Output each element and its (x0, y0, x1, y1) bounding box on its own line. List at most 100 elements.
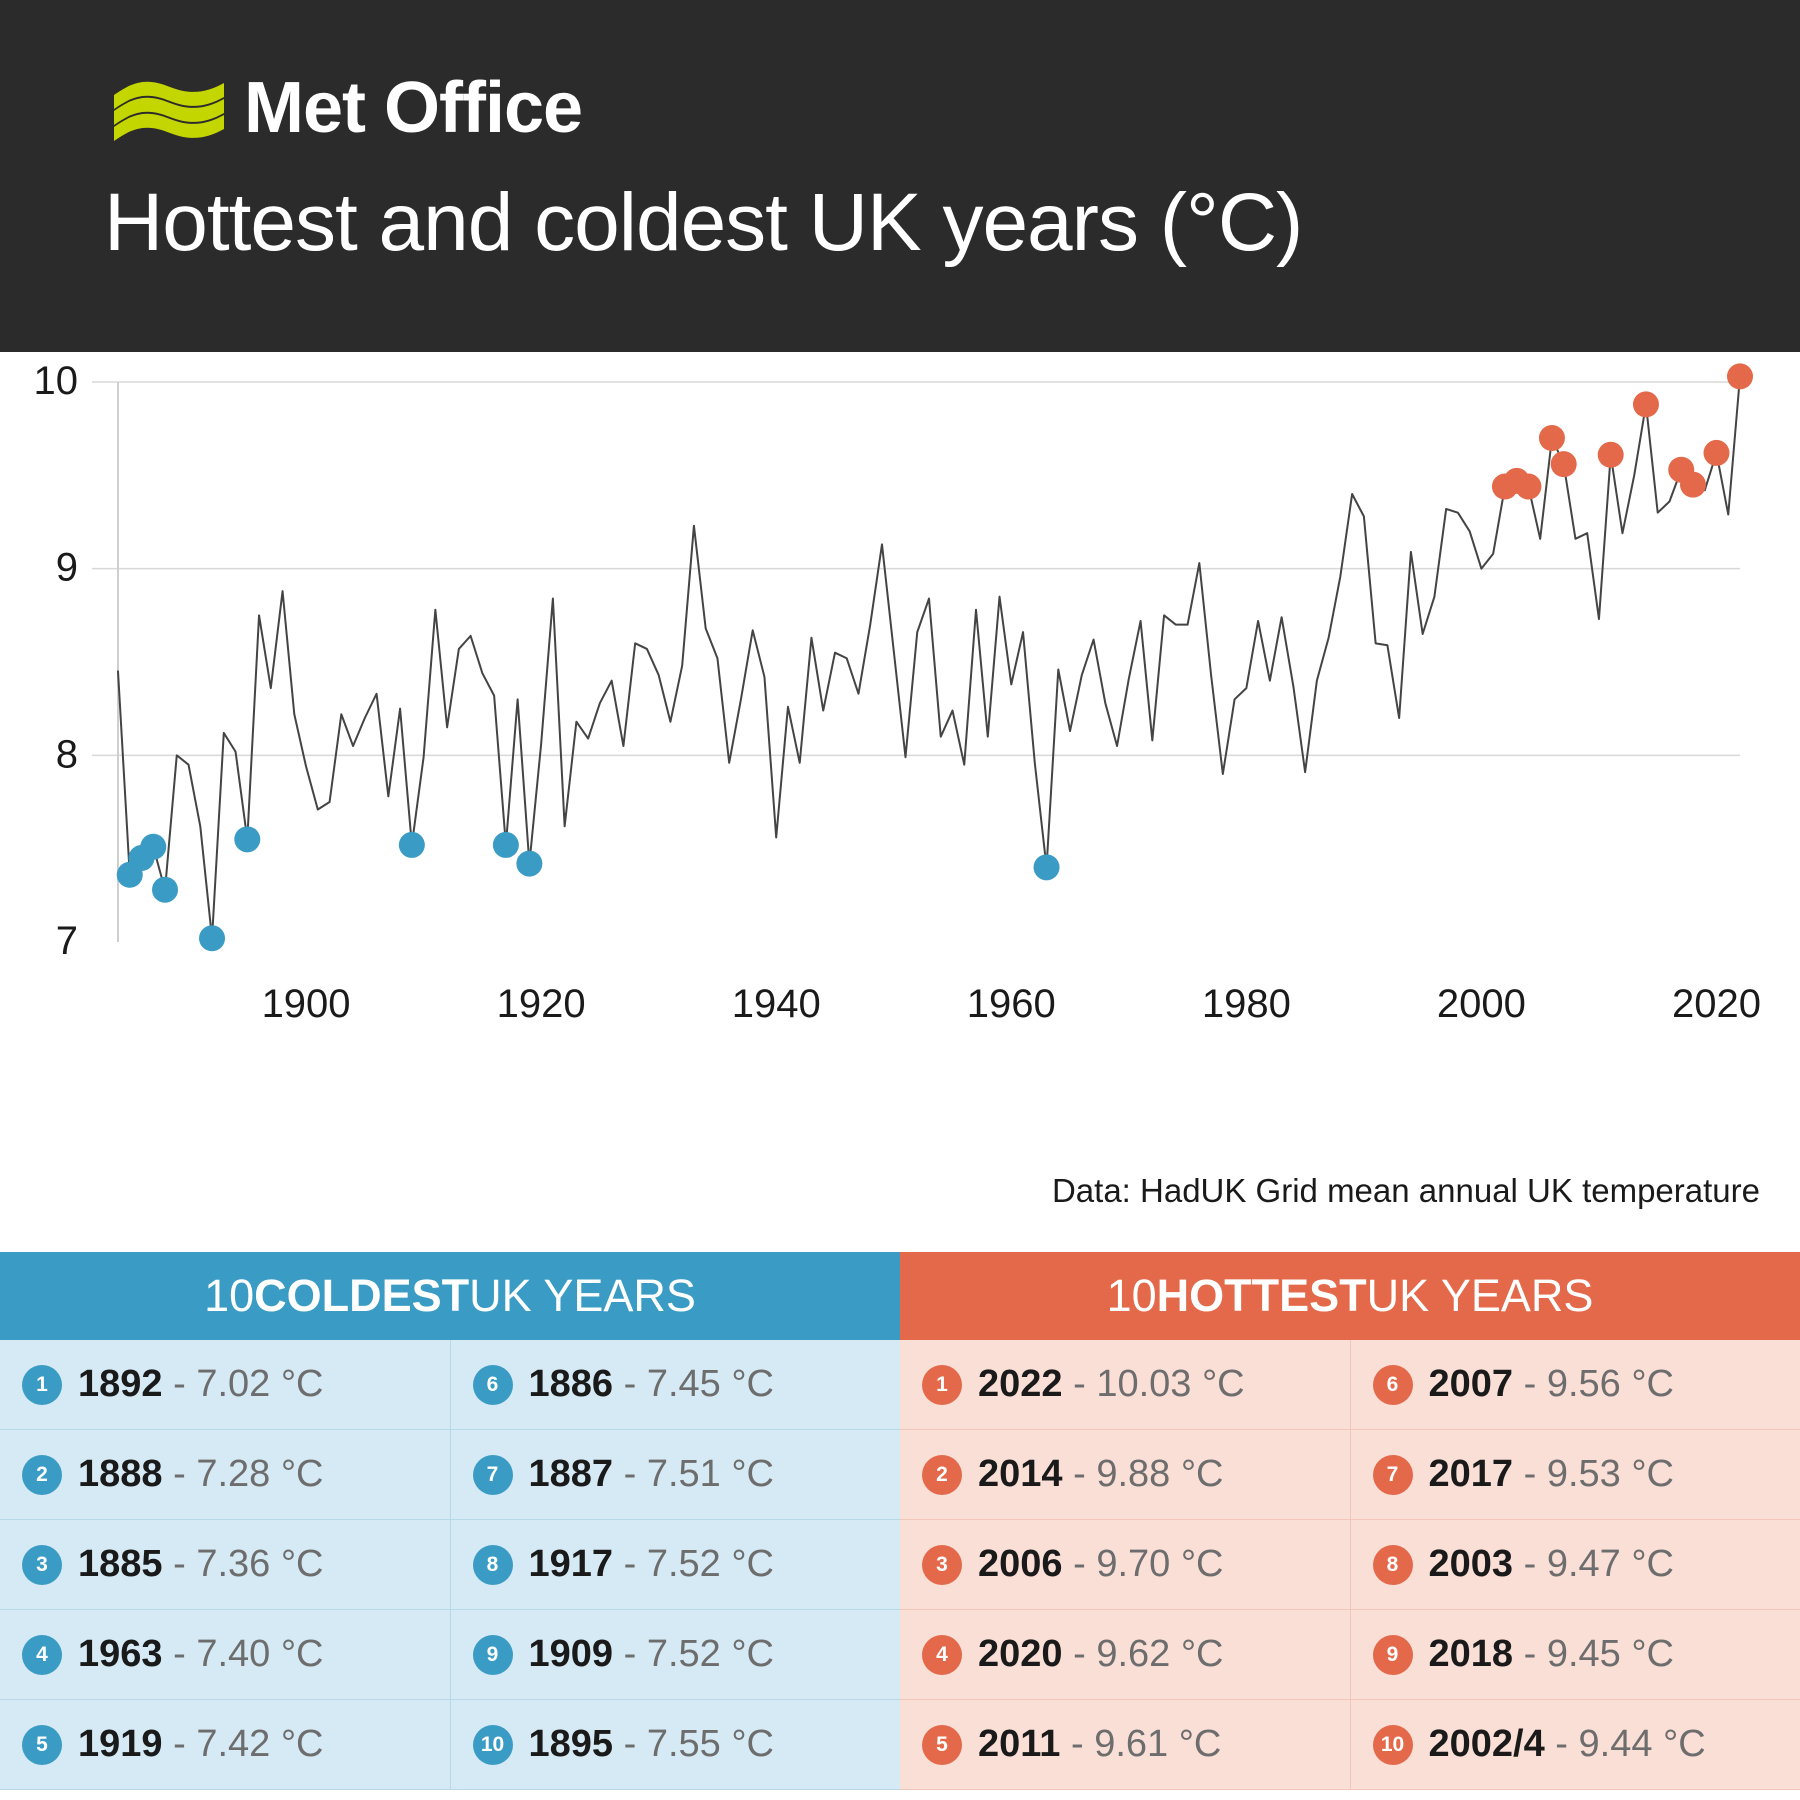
cold-year-marker-1909 (398, 831, 425, 858)
rank-badge: 5 (22, 1724, 62, 1765)
entry-year: 2006 (978, 1543, 1063, 1585)
entry-year: 1919 (78, 1723, 163, 1765)
cold-year-marker-1887 (140, 833, 167, 860)
cold-year-marker-1917 (492, 831, 519, 858)
entry-year: 1886 (528, 1363, 614, 1405)
hot-year-marker-2006 (1538, 425, 1565, 451)
chart-container: 7 8 9 10 1900 1920 1940 1960 1980 2000 2020 Data: … (0, 352, 1800, 1232)
met-office-waves-icon (114, 81, 224, 141)
rank-badge: 4 (22, 1634, 62, 1675)
rank-badge: 9 (1372, 1634, 1413, 1675)
year-temperature-entry: 1917 - 7.52 °C (528, 1543, 774, 1585)
entry-year: 2007 (1428, 1363, 1514, 1405)
hot-year-marker-2002 (1491, 473, 1518, 500)
coldest-panel-header: 10 COLDEST UK YEARS (0, 1252, 900, 1340)
entry-year: 2011 (978, 1723, 1061, 1765)
entry-year: 2022 (978, 1363, 1063, 1405)
temperature-line-chart: 7 8 9 10 1900 1920 1940 1960 1980 2000 2020 (34, 359, 1761, 1026)
table-row: 2 2014 - 9.88 °C (900, 1430, 1350, 1520)
year-temperature-entry: 2020 - 9.62 °C (978, 1633, 1224, 1675)
year-temperature-entry: 1909 - 7.52 °C (528, 1633, 774, 1675)
x-tick-label-1920: 1920 (497, 982, 586, 1026)
entry-year: 1887 (528, 1453, 614, 1495)
y-tick-label-10: 10 (34, 359, 79, 403)
year-temperature-entry: 2011 - 9.61 °C (978, 1723, 1222, 1765)
cold-year-marker-1888 (152, 876, 179, 903)
hot-year-marker-2011 (1597, 441, 1624, 468)
rank-badge: 7 (1372, 1454, 1413, 1495)
entry-year: 1917 (528, 1543, 614, 1585)
table-row: 6 1886 - 7.45 °C (450, 1340, 900, 1430)
rank-badge: 6 (472, 1364, 513, 1405)
rank-badge: 10 (472, 1724, 513, 1765)
cold-year-marker-1919 (516, 850, 543, 877)
hottest-heading-strong: HOTTEST (1156, 1270, 1367, 1321)
hottest-heading-suffix: UK YEARS (1366, 1270, 1594, 1321)
table-row: 2 1888 - 7.28 °C (0, 1430, 450, 1520)
table-row: 9 1909 - 7.52 °C (450, 1610, 900, 1700)
table-row: 5 1919 - 7.42 °C (0, 1700, 450, 1790)
year-temperature-entry: 1892 - 7.02 °C (78, 1363, 324, 1405)
year-temperature-entry: 2022 - 10.03 °C (978, 1363, 1245, 1405)
year-temperature-entry: 1895 - 7.55 °C (528, 1723, 774, 1765)
hottest-heading-prefix: 10 (1106, 1270, 1157, 1321)
x-tick-label-1980: 1980 (1202, 982, 1291, 1026)
entry-year: 2020 (978, 1633, 1063, 1675)
entry-year: 2017 (1428, 1453, 1514, 1495)
hottest-panel-header: 10 HOTTEST UK YEARS (900, 1252, 1800, 1340)
table-row: 1 2022 - 10.03 °C (900, 1340, 1350, 1430)
x-tick-label-2020: 2020 (1672, 982, 1761, 1026)
y-tick-label-7: 7 (56, 919, 78, 963)
rank-badge: 1 (922, 1364, 962, 1405)
year-temperature-entry: 2014 - 9.88 °C (978, 1453, 1224, 1495)
table-row: 3 2006 - 9.70 °C (900, 1520, 1350, 1610)
hot-year-marker-2014 (1632, 391, 1659, 418)
rank-badge: 8 (1372, 1544, 1413, 1585)
rank-badge: 2 (22, 1454, 62, 1495)
year-temperature-entry: 2007 - 9.56 °C (1428, 1363, 1674, 1405)
entry-year: 1888 (78, 1453, 163, 1495)
y-tick-label-9: 9 (56, 546, 78, 590)
entry-year: 2003 (1428, 1543, 1514, 1585)
year-temperature-entry: 1919 - 7.42 °C (78, 1723, 324, 1765)
cold-year-marker-1963 (1033, 854, 1060, 881)
coldest-heading-strong: COLDEST (254, 1270, 470, 1321)
coldest-heading-suffix: UK YEARS (469, 1270, 696, 1321)
hottest-grid: 1 2022 - 10.03 °C 2 2014 - 9.88 °C 3 2006 - 9… (900, 1340, 1800, 1790)
rank-badge: 8 (472, 1544, 513, 1585)
coldest-grid: 1 1892 - 7.02 °C 2 1888 - 7.28 °C 3 1885 - 7.… (0, 1340, 900, 1790)
entry-year: 1909 (528, 1633, 614, 1675)
year-temperature-entry: 2003 - 9.47 °C (1428, 1543, 1674, 1585)
hottest-column-right: 6 2007 - 9.56 °C 7 2017 - 9.53 °C 8 2003 - 9.… (1350, 1340, 1800, 1790)
entry-year: 1963 (78, 1633, 163, 1675)
table-row: 4 2020 - 9.62 °C (900, 1610, 1350, 1700)
rank-badge: 3 (22, 1544, 62, 1585)
year-temperature-entry: 2002/4 - 9.44 °C (1428, 1723, 1706, 1765)
rank-badge: 10 (1372, 1724, 1413, 1765)
cold-year-marker-1895 (234, 826, 261, 853)
hot-year-marker-2018 (1679, 471, 1706, 498)
rank-badge: 9 (472, 1634, 513, 1675)
coldest-column-right: 6 1886 - 7.45 °C 7 1887 - 7.51 °C 8 1917 - 7.… (450, 1340, 900, 1790)
table-row: 1 1892 - 7.02 °C (0, 1340, 450, 1430)
rank-badge: 3 (922, 1544, 962, 1585)
rank-badge: 4 (922, 1634, 962, 1675)
entry-year: 2002/4 (1428, 1723, 1545, 1765)
year-temperature-entry: 1963 - 7.40 °C (78, 1633, 324, 1675)
rank-badge: 1 (22, 1364, 62, 1405)
year-temperature-entry: 1888 - 7.28 °C (78, 1453, 324, 1495)
hot-year-marker-2022 (1727, 363, 1753, 390)
rankings-tables: 10 COLDEST UK YEARS 1 1892 - 7.02 °C 2 1888… (0, 1252, 1800, 1790)
x-tick-label-1940: 1940 (732, 982, 821, 1026)
hot-year-marker-2007 (1550, 451, 1577, 478)
year-temperature-entry: 1887 - 7.51 °C (528, 1453, 774, 1495)
table-row: 5 2011 - 9.61 °C (900, 1700, 1350, 1790)
table-row: 4 1963 - 7.40 °C (0, 1610, 450, 1700)
coldest-heading-prefix: 10 (204, 1270, 255, 1321)
year-temperature-entry: 2017 - 9.53 °C (1428, 1453, 1674, 1495)
coldest-years-panel: 10 COLDEST UK YEARS 1 1892 - 7.02 °C 2 1888… (0, 1252, 900, 1790)
rank-badge: 5 (922, 1724, 962, 1765)
entry-year: 2018 (1428, 1633, 1514, 1675)
entry-year: 1892 (78, 1363, 163, 1405)
entry-year: 1895 (528, 1723, 614, 1765)
